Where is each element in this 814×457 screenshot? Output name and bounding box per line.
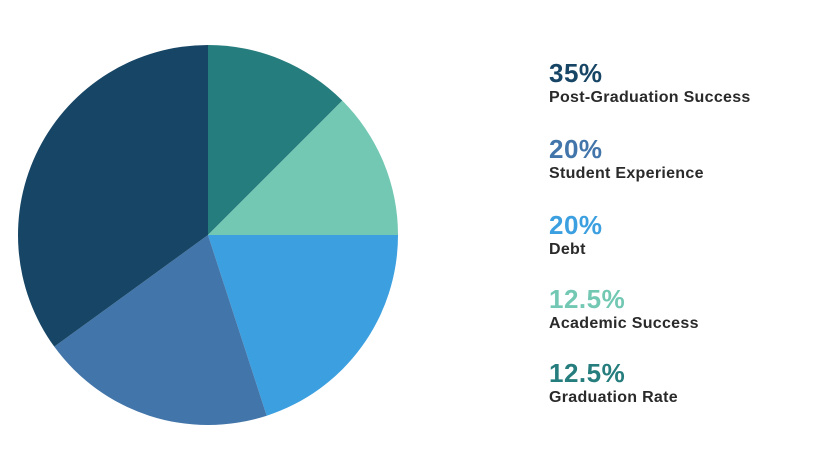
legend-value: 12.5% — [549, 358, 626, 388]
pie-slice-post-graduation-success — [18, 45, 209, 347]
pie-slice-graduation-rate — [208, 45, 343, 235]
legend-value: 12.5% — [549, 284, 626, 314]
legend-item-academic-success: 12.5% Academic Success — [549, 284, 811, 358]
legend-label: Graduation Rate — [549, 389, 678, 406]
pie-slice-debt — [208, 235, 398, 416]
legend-value: 20% — [549, 134, 603, 164]
chart-legend: 35% Post-Graduation Success 20% Student … — [549, 58, 811, 434]
legend-label: Debt — [549, 241, 586, 258]
legend-item-student-experience: 20% Student Experience — [549, 134, 811, 210]
legend-item-debt: 20% Debt — [549, 210, 811, 284]
legend-label: Student Experience — [549, 165, 704, 182]
pie-slice-student-experience — [54, 235, 267, 426]
legend-item-graduation-rate: 12.5% Graduation Rate — [549, 358, 811, 434]
pie-slice-academic-success — [208, 100, 398, 235]
legend-label: Post-Graduation Success — [549, 89, 751, 106]
legend-item-post-graduation-success: 35% Post-Graduation Success — [549, 58, 811, 134]
legend-label: Academic Success — [549, 315, 699, 332]
legend-value: 20% — [549, 210, 603, 240]
legend-value: 35% — [549, 58, 603, 88]
